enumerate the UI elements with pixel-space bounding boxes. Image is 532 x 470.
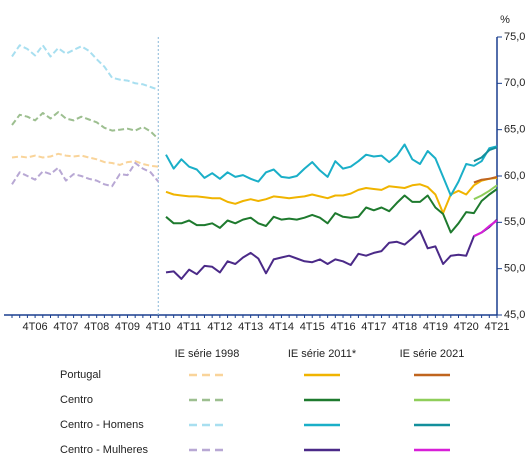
legend-row-label: Portugal	[60, 369, 101, 381]
legend-row-label: Centro	[60, 394, 93, 406]
series-line	[165, 143, 498, 197]
x-tick-label: 4T16	[330, 321, 355, 333]
series-line	[473, 219, 498, 238]
series-line	[11, 162, 160, 188]
series-line	[473, 146, 498, 163]
x-tick-label: 4T10	[146, 321, 171, 333]
y-tick-label: 70,0	[504, 77, 525, 89]
legend-header: IE série 1998	[175, 348, 240, 360]
legend-header: IE série 2021	[400, 348, 465, 360]
x-tick-label: 4T06	[23, 321, 48, 333]
x-tick-label: 4T21	[484, 321, 509, 333]
y-tick-label: 75,0	[504, 31, 525, 43]
y-tick-label: 50,0	[504, 263, 525, 275]
x-tick-label: 4T11	[177, 321, 201, 333]
y-tick-label: 45,0	[504, 309, 525, 321]
series-line	[165, 176, 498, 215]
series-line	[473, 184, 498, 201]
x-tick-label: 4T17	[361, 321, 386, 333]
x-tick-label: 4T08	[84, 321, 109, 333]
y-tick-label: 55,0	[504, 216, 525, 228]
x-tick-label: 4T12	[207, 321, 232, 333]
y-axis-label: %	[500, 14, 510, 26]
series-line	[11, 44, 159, 91]
x-tick-label: 4T20	[454, 321, 479, 333]
legend-row-label: Centro - Mulheres	[60, 444, 149, 456]
y-tick-label: 65,0	[504, 124, 525, 136]
series-line	[11, 152, 159, 168]
x-tick-label: 4T09	[115, 321, 140, 333]
legend-header: IE série 2011*	[288, 348, 357, 360]
x-tick-label: 4T14	[269, 321, 294, 333]
x-tick-label: 4T18	[392, 321, 417, 333]
x-tick-label: 4T19	[423, 321, 448, 333]
x-tick-label: 4T07	[53, 321, 78, 333]
series-line	[11, 111, 159, 140]
legend-row-label: Centro - Homens	[60, 419, 144, 431]
series-line	[165, 188, 498, 234]
x-tick-label: 4T13	[238, 321, 263, 333]
series-line	[165, 218, 498, 280]
series-line	[473, 175, 498, 184]
x-tick-label: 4T15	[300, 321, 325, 333]
y-tick-label: 60,0	[504, 170, 525, 182]
